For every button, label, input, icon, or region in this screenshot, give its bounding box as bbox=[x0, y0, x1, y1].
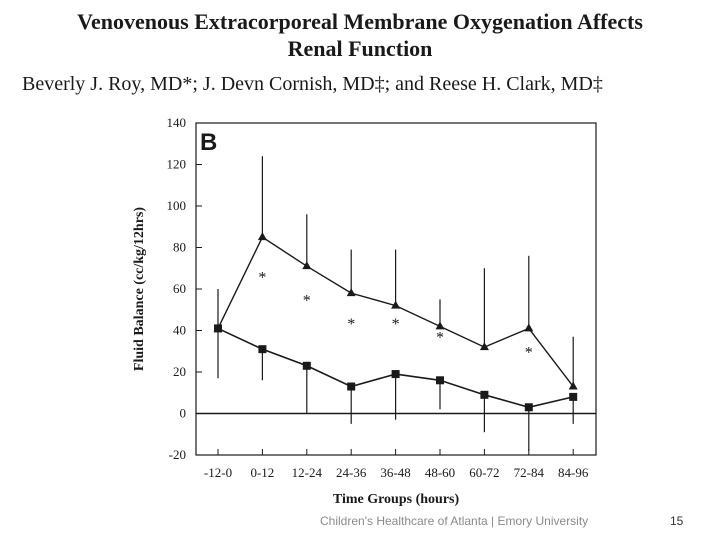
x-tick-label: -12-0 bbox=[204, 465, 232, 480]
slide-title: Venovenous Extracorporeal Membrane Oxyge… bbox=[0, 8, 720, 62]
slide-number: 15 bbox=[670, 514, 684, 528]
x-axis-label: Time Groups (hours) bbox=[333, 492, 460, 507]
y-tick-label: 140 bbox=[167, 115, 187, 130]
triangle-point bbox=[302, 261, 312, 270]
square-point bbox=[347, 382, 356, 391]
triangle-point bbox=[346, 288, 356, 297]
square-point bbox=[524, 403, 533, 412]
triangle-point bbox=[435, 321, 445, 330]
x-tick-label: 84-96 bbox=[558, 465, 589, 480]
significance-marker: * bbox=[436, 330, 444, 347]
square-point bbox=[302, 361, 311, 370]
y-tick-label: 60 bbox=[173, 281, 186, 296]
significance-marker: * bbox=[525, 344, 533, 361]
y-tick-label: 80 bbox=[173, 240, 186, 255]
panel-label: B bbox=[200, 129, 217, 156]
significance-marker: * bbox=[392, 316, 400, 333]
y-tick-label: -20 bbox=[169, 447, 186, 462]
triangle-point bbox=[479, 342, 489, 351]
x-tick-label: 0-12 bbox=[250, 465, 274, 480]
triangle-point bbox=[568, 381, 578, 390]
square-point bbox=[436, 376, 444, 385]
significance-marker: * bbox=[258, 270, 266, 287]
x-tick-label: 60-72 bbox=[469, 465, 499, 480]
x-tick-label: 36-48 bbox=[380, 465, 410, 480]
y-tick-label: 40 bbox=[173, 323, 186, 338]
title-line-1: Venovenous Extracorporeal Membrane Oxyge… bbox=[77, 9, 643, 34]
square-point bbox=[480, 390, 489, 399]
significance-marker: * bbox=[347, 316, 355, 333]
y-tick-label: 120 bbox=[167, 157, 187, 172]
square-point bbox=[258, 345, 267, 354]
square-point bbox=[391, 370, 400, 379]
square-point bbox=[214, 324, 222, 333]
triangle-point bbox=[257, 232, 267, 241]
y-tick-label: 20 bbox=[173, 364, 186, 379]
triangle-point bbox=[391, 300, 401, 309]
y-tick-label: 100 bbox=[167, 198, 187, 213]
significance-marker: * bbox=[303, 292, 311, 309]
triangle-point bbox=[524, 323, 534, 332]
x-tick-label: 12-24 bbox=[292, 465, 323, 480]
x-tick-label: 48-60 bbox=[425, 465, 455, 480]
x-tick-label: 24-36 bbox=[336, 465, 367, 480]
y-axis-label: Fluid Balance (cc/kg/12hrs) bbox=[132, 207, 147, 371]
square-point bbox=[569, 392, 578, 401]
x-tick-label: 72-84 bbox=[514, 465, 545, 480]
title-line-2: Renal Function bbox=[287, 36, 433, 61]
footer-text: Children's Healthcare of Atlanta | Emory… bbox=[320, 514, 589, 528]
y-tick-label: 0 bbox=[180, 406, 187, 421]
authors-line: Beverly J. Roy, MD*; J. Devn Cornish, MD… bbox=[22, 73, 603, 95]
